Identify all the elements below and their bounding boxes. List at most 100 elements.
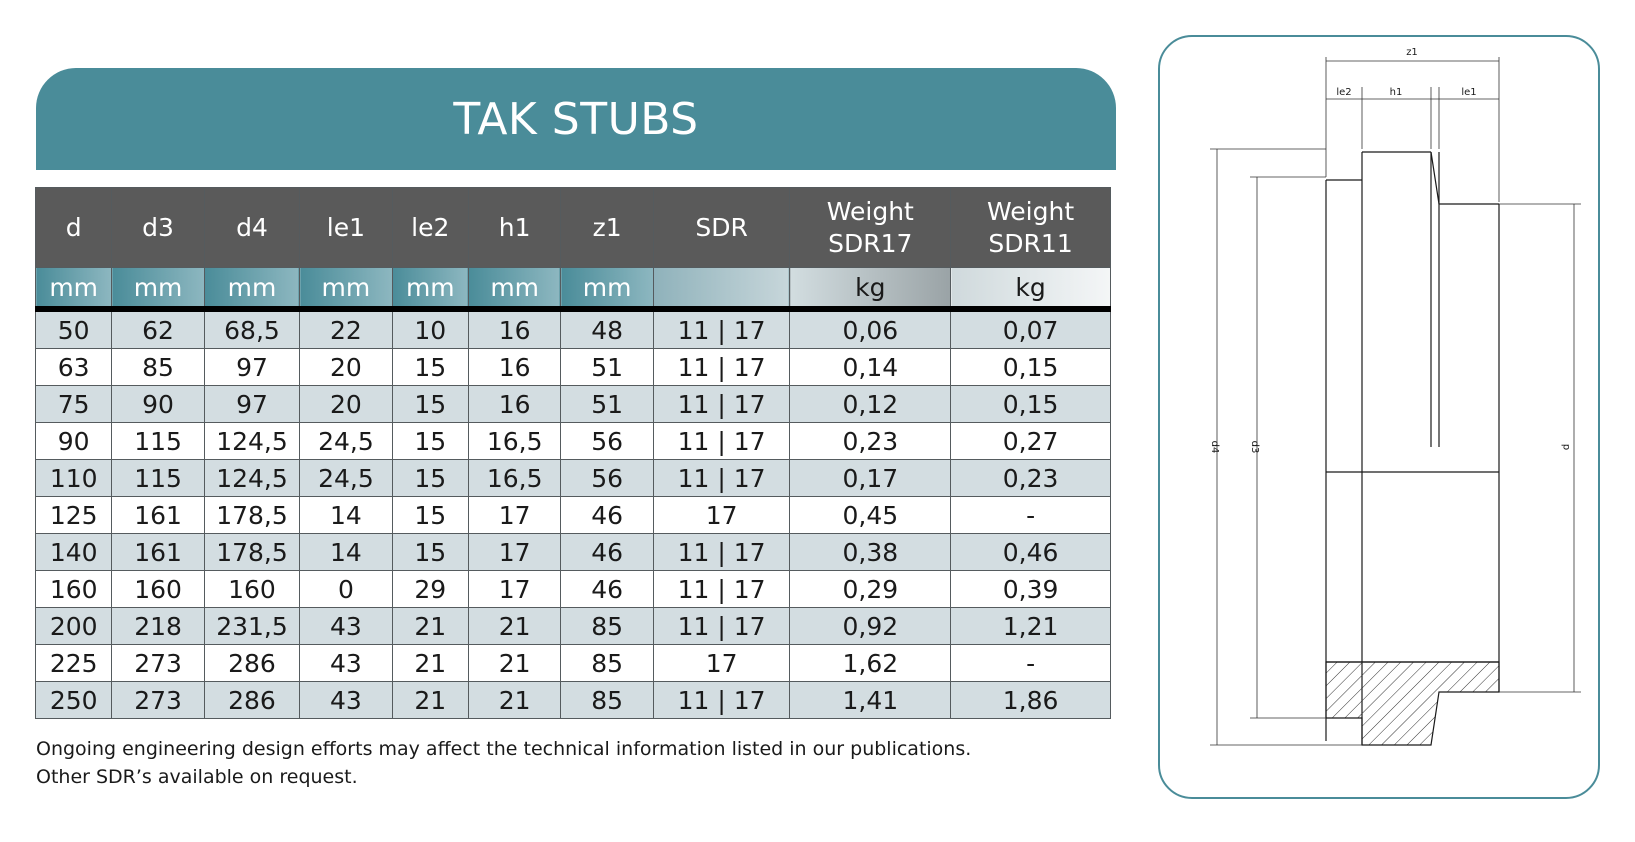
unit-cell: mm (111, 267, 205, 312)
column-header-line1: h1 (498, 212, 531, 242)
table-cell: 0,12 (789, 385, 952, 423)
table-cell: 225 (34, 644, 113, 682)
table-cell: 125 (34, 496, 113, 534)
column-header-line1: d3 (142, 212, 174, 242)
table-row: 63 85 97 20 15 16 51 11 | 17 0,14 0,15 (34, 348, 1111, 386)
column-header: SDR (652, 187, 791, 268)
table-cell: 115 (111, 422, 205, 460)
label-d4: d4 (1209, 441, 1220, 454)
table-cell: 1,62 (789, 644, 952, 682)
table-cell: 56 (560, 422, 654, 460)
table-cell: 15 (391, 459, 469, 497)
table-cell: 17 (467, 533, 562, 571)
table-cell: 75 (34, 385, 113, 423)
table-cell: 115 (111, 459, 205, 497)
table-cell: 160 (34, 570, 113, 608)
hatched-section (1325, 661, 1500, 746)
label-z1: z1 (1406, 47, 1418, 58)
table-cell: 15 (391, 496, 469, 534)
table-cell: 15 (391, 348, 469, 386)
table-cell: 56 (560, 459, 654, 497)
table-cell: 20 (299, 348, 393, 386)
table-cell: 0,17 (789, 459, 952, 497)
table-cell: 21 (391, 681, 469, 719)
column-header-line1: d (65, 212, 82, 242)
table-cell: 11 | 17 (652, 459, 791, 497)
table-cell: 97 (203, 348, 301, 386)
table-cell: 85 (560, 644, 654, 682)
table-cell: 50 (34, 308, 113, 349)
table-cell: 11 | 17 (652, 681, 791, 719)
unit-cell: mm (203, 267, 301, 312)
column-header: z1 (560, 187, 654, 268)
table-cell: 21 (467, 681, 562, 719)
table-cell: 0,07 (950, 308, 1111, 349)
table-cell: 85 (560, 607, 654, 645)
table-row: 200 218 231,5 43 21 21 85 11 | 17 0,92 1,21 (34, 607, 1111, 645)
unit-cell: mm (391, 267, 469, 312)
table-cell: 85 (560, 681, 654, 719)
table-cell: 46 (560, 570, 654, 608)
column-header: le2 (391, 187, 469, 268)
table-cell: 218 (111, 607, 205, 645)
table-cell: 273 (111, 644, 205, 682)
column-header: d3 (111, 187, 205, 268)
table-cell: 1,21 (950, 607, 1111, 645)
stub-outline (1325, 151, 1500, 745)
table-cell: 0,23 (950, 459, 1111, 497)
table-cell: 0,45 (789, 496, 952, 534)
table-cell: 10 (391, 308, 469, 349)
technical-drawing: z1 le2 h1 le1 d4 d3 d (1158, 35, 1600, 799)
table-row: 225 273 286 43 21 21 85 17 1,62- (34, 644, 1111, 682)
column-header-line1: SDR (695, 212, 748, 242)
table-cell: 0,46 (950, 533, 1111, 571)
table-cell: - (950, 496, 1111, 534)
table-cell: 21 (467, 644, 562, 682)
unit-cell: mm (467, 267, 562, 312)
unit-cell (652, 267, 791, 312)
table-row: 75 90 97 20 15 16 51 11 | 17 0,12 0,15 (34, 385, 1111, 423)
column-header-line1: le2 (411, 212, 450, 242)
table-row: 125 161 178,5 14 15 17 46 17 0,45- (34, 496, 1111, 534)
column-header: Weight SDR11 (950, 187, 1111, 268)
table-cell: - (950, 644, 1111, 682)
table-cell: 63 (34, 348, 113, 386)
table-cell: 124,5 (203, 459, 301, 497)
column-header-line2: SDR11 (988, 228, 1073, 258)
table-cell: 286 (203, 644, 301, 682)
table-cell: 16 (467, 308, 562, 349)
table-cell: 110 (34, 459, 113, 497)
label-d3: d3 (1249, 441, 1260, 454)
table-cell: 15 (391, 385, 469, 423)
unit-cell: kg (789, 267, 952, 312)
table-row: 90 115 124,5 24,5 15 16,5 56 11 | 17 0,23 0,27 (34, 422, 1111, 460)
header-row: d d3 d4 le1 le2 h1 z1 SDR Weight SDR17 Weight SDR11 (34, 187, 1111, 268)
table-row: 160 160 160 0 29 17 46 11 | 17 0,29 0,39 (34, 570, 1111, 608)
table-cell: 178,5 (203, 533, 301, 571)
column-header-line1: le1 (326, 212, 366, 242)
table-cell: 21 (467, 607, 562, 645)
table-cell: 14 (299, 533, 393, 571)
table-cell: 62 (111, 308, 205, 349)
table-cell: 46 (560, 496, 654, 534)
table-cell: 11 | 17 (652, 348, 791, 386)
spec-table: d d3 d4 le1 le2 h1 z1 SDR Weight SDR17 Weight SDR11… (34, 187, 1111, 719)
table-cell: 17 (652, 644, 791, 682)
unit-cell: kg (950, 267, 1111, 312)
table-cell: 0,29 (789, 570, 952, 608)
column-header-line1: z1 (592, 212, 622, 242)
table-cell: 43 (299, 607, 393, 645)
table-cell: 161 (111, 533, 205, 571)
table-row: 110 115 124,5 24,5 15 16,5 56 11 | 17 0,17 0,23 (34, 459, 1111, 497)
column-header: Weight SDR17 (789, 187, 952, 268)
table-cell: 161 (111, 496, 205, 534)
table-cell: 43 (299, 644, 393, 682)
column-header-line2: SDR17 (828, 228, 913, 258)
table-cell: 250 (34, 681, 113, 719)
table-cell: 51 (560, 348, 654, 386)
table-cell: 11 | 17 (652, 607, 791, 645)
table-cell: 20 (299, 385, 393, 423)
table-cell: 14 (299, 496, 393, 534)
table-cell: 0,27 (950, 422, 1111, 460)
table-cell: 48 (560, 308, 654, 349)
